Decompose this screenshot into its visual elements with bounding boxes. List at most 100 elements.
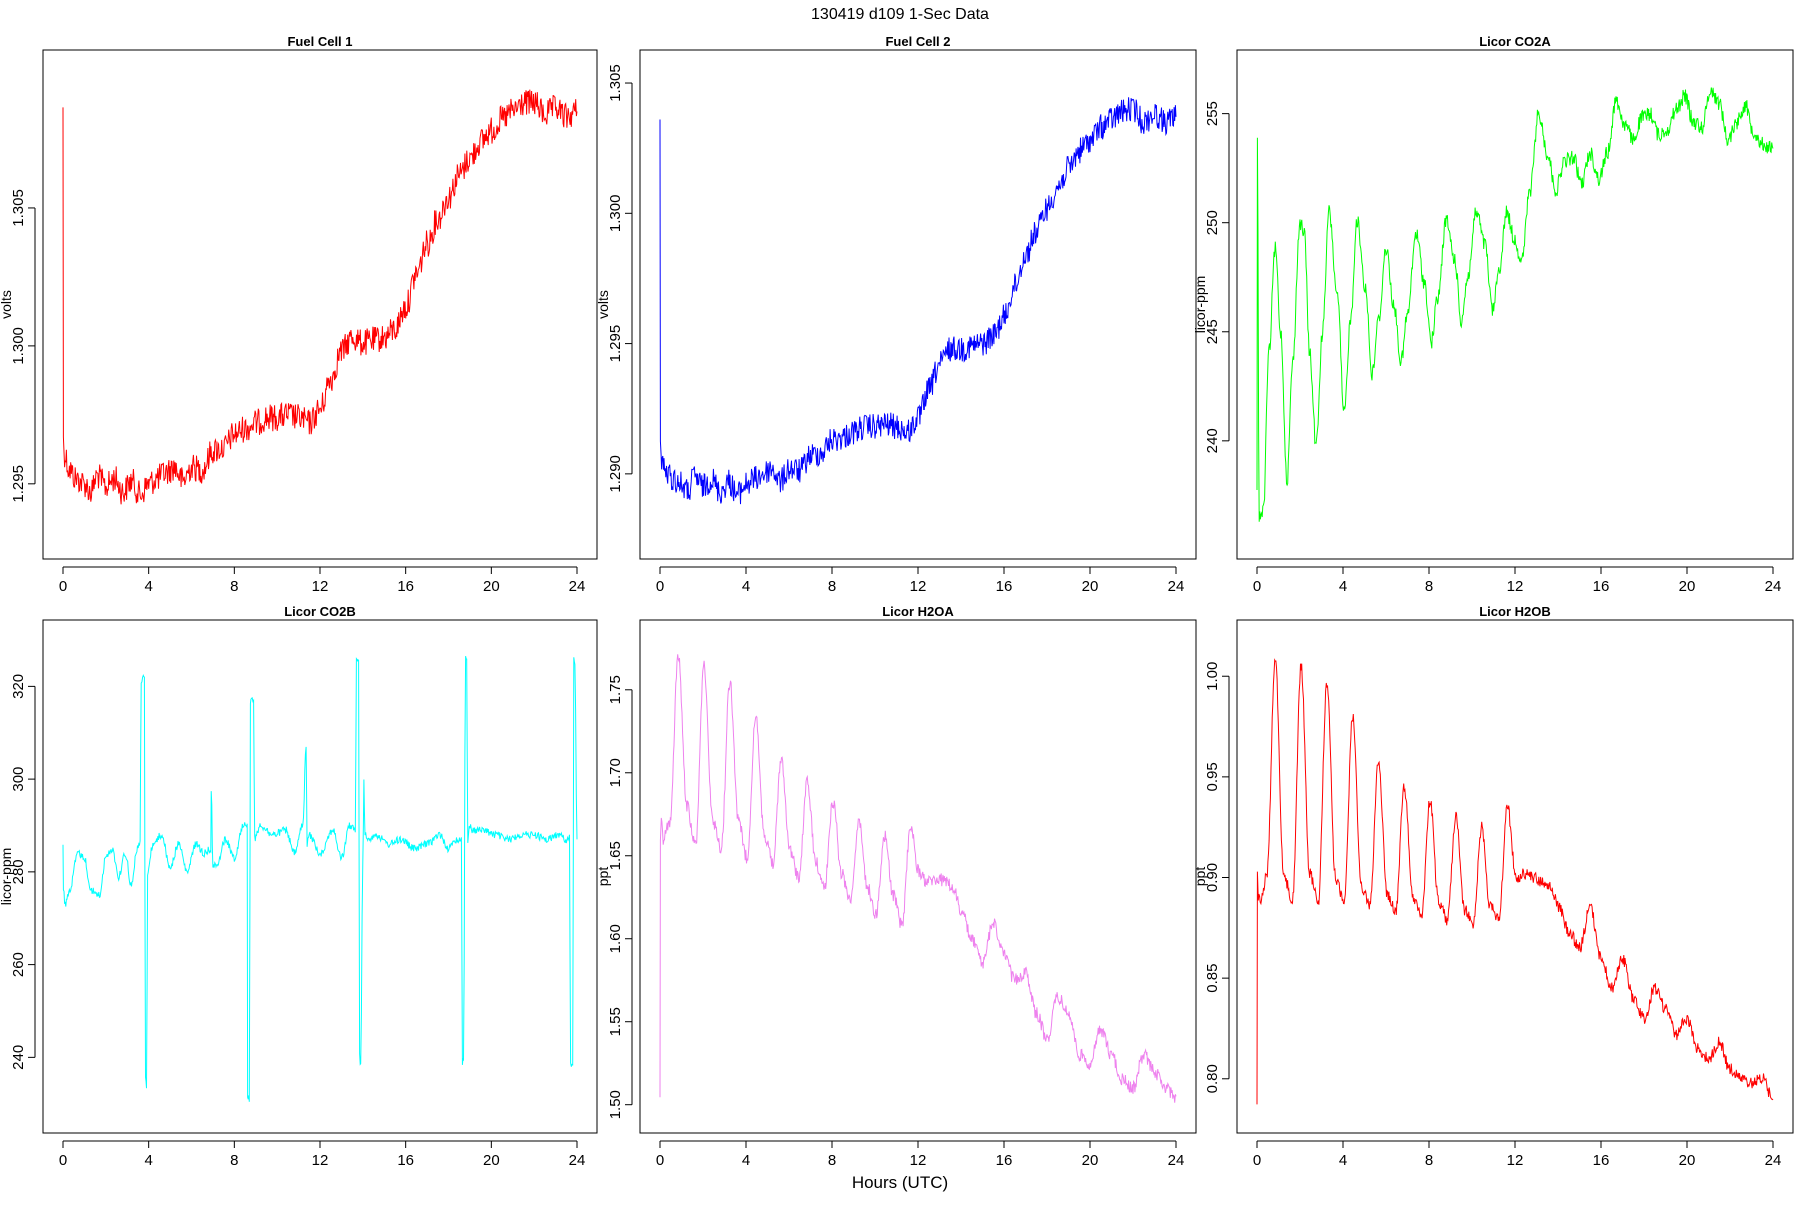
y-tick-label: 0.95 [1204, 762, 1221, 791]
x-tick-label: 20 [1679, 578, 1696, 595]
x-tick-label: 0 [59, 1152, 67, 1169]
x-tick-label: 24 [569, 1152, 586, 1169]
x-tick-label: 12 [312, 1152, 329, 1169]
x-tick-label: 4 [742, 1152, 750, 1169]
x-tick-label: 16 [1593, 578, 1610, 595]
x-tick-label: 4 [742, 578, 750, 595]
x-tick-label: 16 [1593, 1152, 1610, 1169]
y-tick-label: 1.305 [10, 189, 27, 227]
y-axis-label: volts [0, 290, 14, 319]
x-tick-label: 16 [996, 578, 1013, 595]
page-title: 130419 d109 1-Sec Data [811, 6, 989, 23]
chart-panel-1: Fuel Cell 1 0 4 8 12 16 20 24 1.295 1.300 1.305 vol… [0, 34, 598, 595]
x-tick-label: 8 [230, 578, 238, 595]
y-tick-label: 1.300 [10, 327, 27, 365]
chart-panel-5: Licor H2OA 0 4 8 12 16 20 24 1.50 1.55 1.60 1.65 1.7… [595, 604, 1197, 1169]
x-tick-label: 8 [1425, 578, 1433, 595]
y-axis-label: volts [595, 290, 611, 319]
y-axis-label: licor-ppm [1192, 276, 1208, 334]
y-tick-label: 250 [1204, 210, 1221, 235]
series-line [659, 654, 1177, 1103]
x-tick-label: 20 [1082, 1152, 1099, 1169]
x-tick-label: 8 [230, 1152, 238, 1169]
y-tick-label: 1.300 [607, 195, 624, 233]
x-tick-label: 24 [1168, 1152, 1185, 1169]
series-line [1256, 87, 1774, 522]
x-tick-label: 0 [1253, 578, 1261, 595]
y-tick-label: 1.50 [607, 1090, 624, 1119]
x-tick-label: 24 [1765, 578, 1782, 595]
x-tick-label: 12 [1507, 1152, 1524, 1169]
x-tick-label: 20 [1679, 1152, 1696, 1169]
x-tick-label: 24 [569, 578, 586, 595]
x-tick-label: 0 [59, 578, 67, 595]
x-tick-label: 12 [910, 1152, 927, 1169]
x-tick-label: 0 [1253, 1152, 1261, 1169]
y-tick-label: 0.90 [1204, 863, 1221, 892]
panel-grid: Fuel Cell 1 0 4 8 12 16 20 24 1.295 1.300 1.305 vol… [0, 34, 1794, 1169]
plot-frame [1236, 49, 1794, 560]
y-tick-label: 260 [10, 952, 27, 977]
y-tick-label: 1.55 [607, 1007, 624, 1036]
panel-title: Licor CO2A [1479, 34, 1551, 49]
y-tick-label: 1.60 [607, 924, 624, 953]
x-tick-label: 12 [910, 578, 927, 595]
x-tick-label: 4 [1339, 578, 1347, 595]
x-tick-label: 20 [483, 1152, 500, 1169]
y-tick-label: 1.65 [607, 841, 624, 870]
plot-frame [639, 619, 1197, 1134]
y-axis-label: licor-ppm [0, 848, 14, 906]
y-tick-label: 280 [10, 859, 27, 884]
chart-panel-6: Licor H2OB 0 4 8 12 16 20 24 0.80 0.85 0.90 0.95 1.0… [1192, 604, 1794, 1169]
x-tick-label: 16 [397, 1152, 414, 1169]
plot-frame [42, 619, 598, 1134]
chart-panel-3: Licor CO2A 0 4 8 12 16 20 24 240 245 250 255 licor-p… [1192, 34, 1794, 595]
series-line [62, 655, 578, 1102]
chart-panel-4: Licor CO2B 0 4 8 12 16 20 24 240 260 280 300 320 lico… [0, 604, 598, 1169]
y-axis-label: ppt [1192, 867, 1208, 887]
panel-title: Licor CO2B [284, 604, 356, 619]
series-line [1256, 658, 1774, 1105]
x-tick-label: 0 [656, 1152, 664, 1169]
x-tick-label: 16 [397, 578, 414, 595]
x-tick-label: 4 [144, 1152, 152, 1169]
plot-frame [639, 49, 1197, 560]
x-tick-label: 16 [996, 1152, 1013, 1169]
x-tick-label: 0 [656, 578, 664, 595]
y-tick-label: 1.295 [607, 325, 624, 363]
y-tick-label: 240 [10, 1045, 27, 1070]
y-tick-label: 300 [10, 767, 27, 792]
x-tick-label: 8 [828, 578, 836, 595]
x-tick-label: 4 [1339, 1152, 1347, 1169]
x-tick-label: 24 [1765, 1152, 1782, 1169]
y-tick-label: 1.75 [607, 675, 624, 704]
y-tick-label: 1.70 [607, 758, 624, 787]
y-tick-label: 0.80 [1204, 1064, 1221, 1093]
series-line [659, 97, 1177, 505]
x-tick-label: 20 [1082, 578, 1099, 595]
x-tick-label: 12 [1507, 578, 1524, 595]
panel-title: Fuel Cell 2 [885, 34, 950, 49]
y-tick-label: 0.85 [1204, 964, 1221, 993]
panel-title: Licor H2OB [1479, 604, 1551, 619]
series-line [62, 89, 578, 505]
y-tick-label: 1.305 [607, 64, 624, 102]
plot-frame [42, 49, 598, 560]
plot-frame [1236, 619, 1794, 1134]
y-axis-label: ppt [595, 867, 611, 887]
y-tick-label: 1.295 [10, 465, 27, 503]
y-tick-label: 1.290 [607, 455, 624, 493]
x-tick-label: 24 [1168, 578, 1185, 595]
panel-title: Fuel Cell 1 [287, 34, 352, 49]
chart-panel-2: Fuel Cell 2 0 4 8 12 16 20 24 1.290 1.295 1.300 1.3… [595, 34, 1197, 595]
y-tick-label: 240 [1204, 428, 1221, 453]
y-tick-label: 255 [1204, 101, 1221, 126]
x-tick-label: 8 [828, 1152, 836, 1169]
x-tick-label: 20 [483, 578, 500, 595]
x-tick-label: 8 [1425, 1152, 1433, 1169]
panel-title: Licor H2OA [882, 604, 954, 619]
shared-x-axis-label: Hours (UTC) [852, 1173, 948, 1192]
y-tick-label: 245 [1204, 319, 1221, 344]
